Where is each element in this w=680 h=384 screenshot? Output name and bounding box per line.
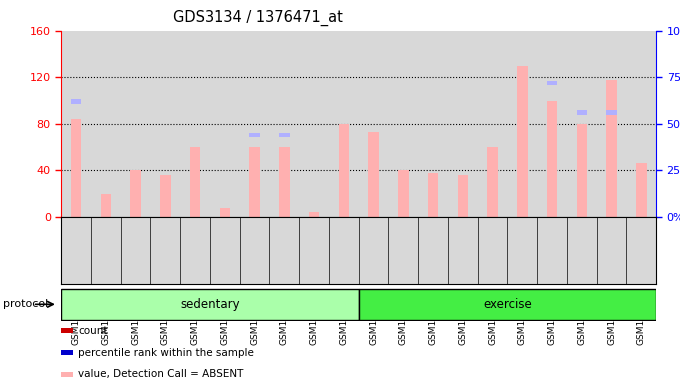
Bar [547,81,558,85]
Bar [577,124,587,217]
Text: GDS3134 / 1376471_at: GDS3134 / 1376471_at [173,10,343,26]
Bar [131,170,141,217]
Bar [369,132,379,217]
Bar [101,194,111,217]
Bar [636,164,647,217]
Bar [279,133,290,137]
Bar [398,170,409,217]
Bar [220,208,230,217]
Bar [547,101,558,217]
Text: exercise: exercise [483,298,532,311]
Bar [190,147,201,217]
Bar [250,147,260,217]
Bar [428,173,439,217]
Text: sedentary: sedentary [180,298,240,311]
Text: count: count [78,326,107,336]
Bar [61,289,358,320]
Bar [607,110,617,115]
Text: protocol: protocol [3,299,49,310]
Bar [339,124,349,217]
Bar [279,147,290,217]
Bar [358,289,656,320]
Text: value, Detection Call = ABSENT: value, Detection Call = ABSENT [78,369,243,379]
Bar [160,175,171,217]
Bar [517,66,528,217]
Bar [488,147,498,217]
Text: percentile rank within the sample: percentile rank within the sample [78,348,254,358]
Bar [250,133,260,137]
Bar [577,110,587,115]
Bar [71,119,82,217]
Bar [309,212,320,217]
Bar [71,99,82,104]
Bar [607,79,617,217]
Bar [458,175,468,217]
